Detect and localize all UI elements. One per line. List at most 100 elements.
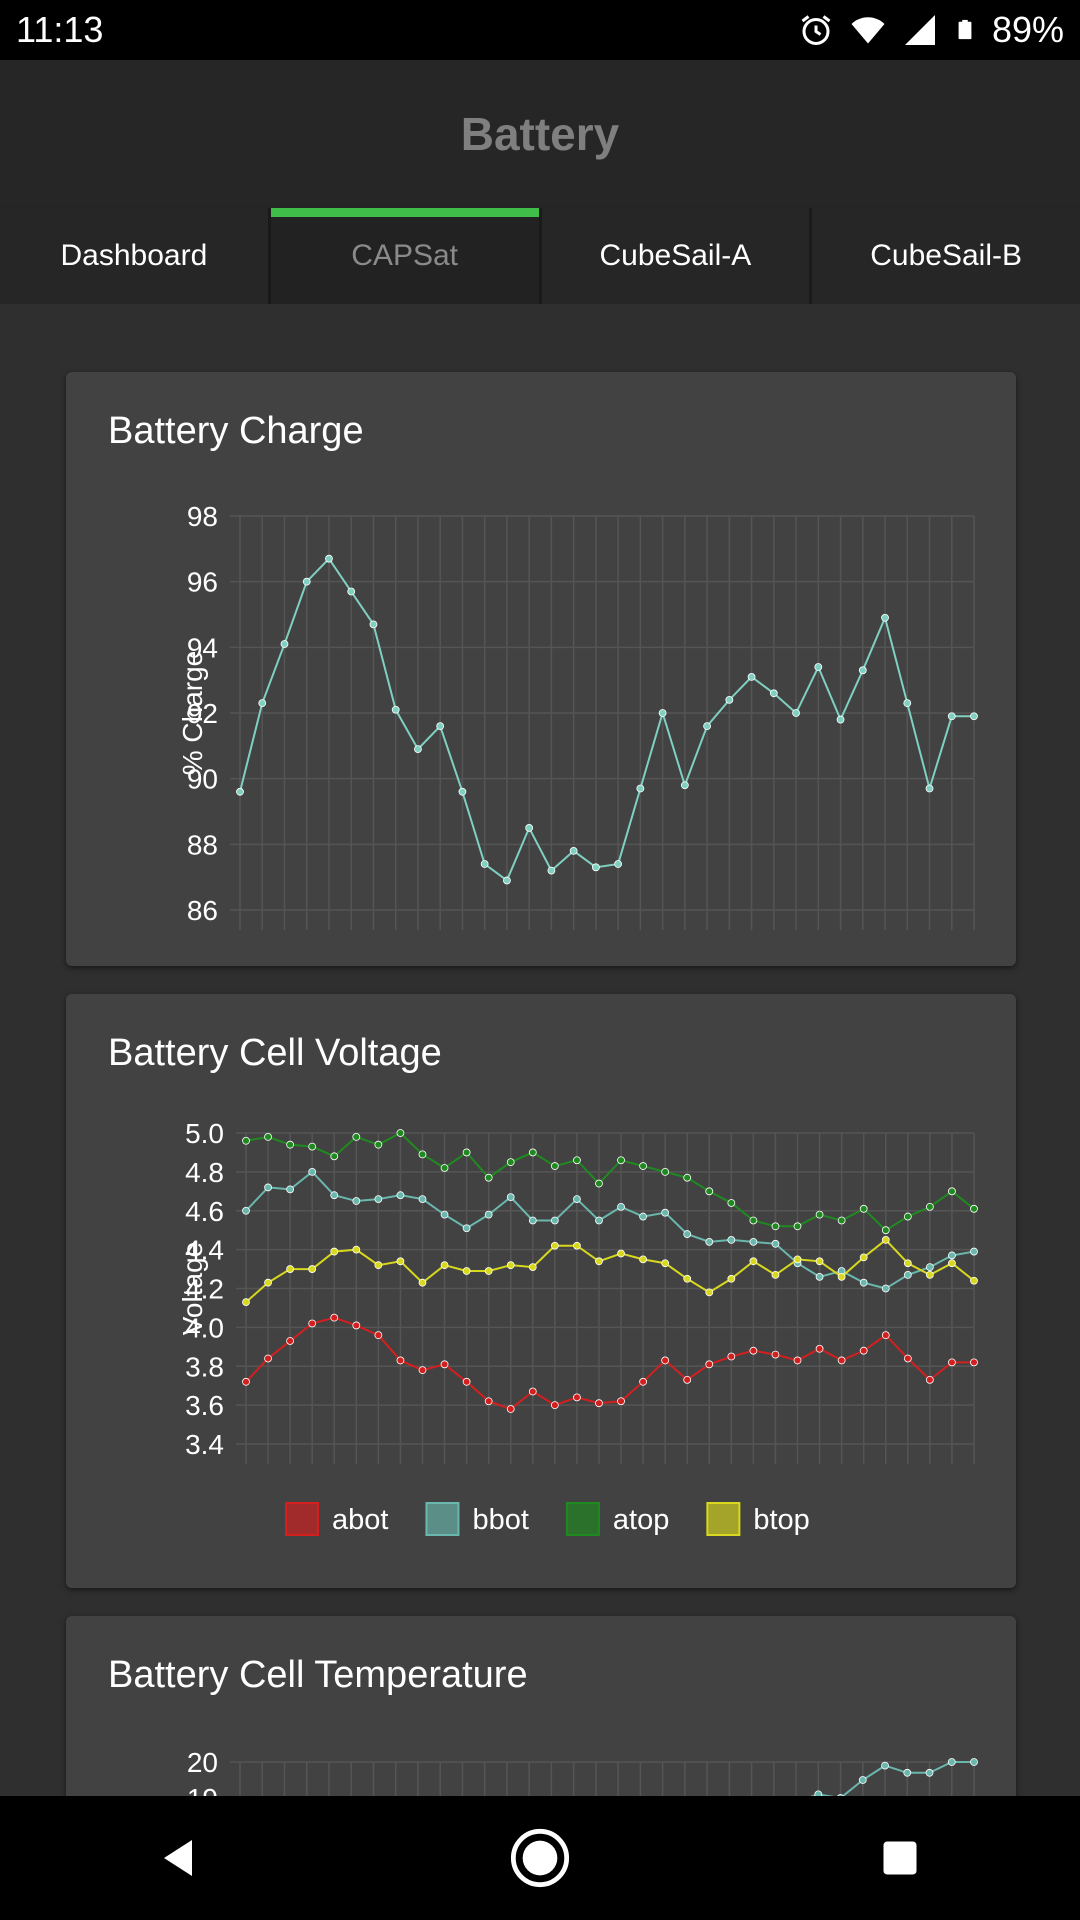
charge-data-point	[747, 672, 756, 681]
tab-label: CAPSat	[351, 239, 458, 272]
charge-data-point	[658, 709, 667, 717]
btop-data-point	[727, 1274, 736, 1283]
charge-data-point	[814, 663, 823, 671]
abot-data-point	[528, 1387, 537, 1396]
btop-data-point	[264, 1278, 272, 1287]
bbot-data-point	[550, 1216, 559, 1225]
abot-data-point	[683, 1375, 692, 1384]
charge-series-line	[239, 557, 974, 883]
bbot-data-point	[947, 1758, 956, 1766]
abot-data-point	[771, 1350, 780, 1359]
charge-data-point	[547, 866, 556, 875]
charge-data-point	[947, 712, 956, 721]
bbot-data-point	[528, 1216, 537, 1225]
bbot-data-point	[749, 1237, 758, 1246]
atop-data-point	[970, 1204, 978, 1213]
charge-data-point	[836, 715, 845, 724]
y-tick-label: 98	[187, 501, 218, 532]
tab-label: Dashboard	[60, 239, 208, 272]
charge-data-point	[302, 577, 311, 586]
btop-data-point	[352, 1245, 361, 1254]
y-tick-label: 96	[187, 567, 218, 598]
y-tick-label: 19	[187, 1783, 218, 1796]
card-title: Battery Cell Temperature	[108, 1654, 528, 1696]
atop-data-point	[528, 1148, 537, 1157]
abot-data-point	[970, 1358, 978, 1367]
bbot-data-point	[595, 1216, 603, 1225]
atop-data-point	[639, 1162, 647, 1170]
charge-data-point	[369, 620, 378, 629]
atop-data-point	[793, 1222, 802, 1231]
charge-data-point	[325, 554, 333, 563]
atop-data-point	[925, 1202, 934, 1211]
tab-capsat[interactable]: CAPSat	[270, 208, 542, 304]
abot-data-point	[925, 1375, 934, 1384]
bbot-data-point	[462, 1224, 471, 1233]
tab-cubesail-b[interactable]: CubeSail-B	[812, 208, 1080, 304]
atop-data-point	[506, 1158, 515, 1167]
y-tick-label: 90	[187, 764, 218, 795]
y-tick-label: 4.4	[185, 1235, 224, 1266]
bbot-data-point	[903, 1270, 912, 1279]
bbot-data-point	[242, 1206, 250, 1215]
content-scroll[interactable]: Battery Charge 98 96 94 92 90 88 86 % Charge Ba…	[0, 304, 1080, 1796]
btop-data-point	[859, 1253, 868, 1262]
charge-data-point	[480, 860, 489, 868]
charge-data-point	[436, 722, 445, 731]
y-tick-label: 3.6	[185, 1390, 224, 1421]
btop-data-point	[573, 1241, 581, 1250]
btop-data-point	[286, 1265, 295, 1273]
bbot-data-point	[374, 1195, 383, 1203]
bbot-data-point	[858, 1776, 867, 1784]
atop-data-point	[881, 1226, 890, 1235]
charge-data-point	[391, 705, 400, 714]
abot-data-point	[661, 1356, 670, 1365]
btop-data-point	[528, 1263, 537, 1272]
btop-data-point	[661, 1259, 670, 1268]
y-tick-label: 92	[187, 698, 218, 729]
battery-charge-card: Battery Charge 98 96 94 92 90 88 86 % Charge	[66, 372, 1016, 966]
btop-data-point	[550, 1241, 559, 1250]
abot-data-point	[903, 1354, 912, 1363]
btop-data-point	[506, 1261, 515, 1270]
abot-data-point	[859, 1346, 868, 1355]
abot-series-line	[245, 1316, 974, 1411]
battery-percent: 89%	[991, 9, 1064, 50]
atop-data-point	[859, 1204, 868, 1213]
abot-data-point	[374, 1331, 383, 1340]
abot-data-point	[352, 1321, 361, 1330]
home-button[interactable]	[480, 1798, 600, 1918]
bbot-data-point	[639, 1212, 647, 1221]
tab-bar: Dashboard CAPSat CubeSail-A CubeSail-B	[0, 208, 1080, 304]
bbot-data-point	[903, 1768, 912, 1777]
home-circle-icon	[510, 1828, 570, 1888]
btop-data-point	[418, 1278, 427, 1287]
legend-label-bbot: bbot	[472, 1504, 528, 1536]
bbot-data-point	[330, 1191, 339, 1200]
atop-data-point	[815, 1210, 824, 1219]
btop-data-point	[925, 1270, 934, 1279]
recents-button[interactable]	[840, 1798, 960, 1918]
tab-dashboard[interactable]: Dashboard	[0, 208, 271, 304]
legend-swatch-btop	[706, 1502, 741, 1536]
abot-data-point	[242, 1377, 250, 1386]
legend-label-abot: abot	[332, 1504, 388, 1536]
atop-data-point	[308, 1142, 317, 1151]
y-tick-label: 4.6	[185, 1196, 224, 1227]
btop-data-point	[881, 1236, 890, 1244]
btop-data-point	[396, 1257, 405, 1266]
page-title: Battery	[460, 108, 620, 160]
atop-data-point	[374, 1140, 383, 1149]
charge-data-point	[858, 666, 867, 675]
btop-data-point	[617, 1249, 625, 1258]
charge-data-point	[347, 587, 356, 596]
charge-data-point	[258, 699, 267, 708]
atop-data-point	[484, 1173, 493, 1182]
tab-label: CubeSail-A	[599, 239, 752, 272]
back-button[interactable]	[120, 1798, 240, 1918]
bbot-data-point	[771, 1239, 780, 1248]
bbot-data-point	[881, 1284, 890, 1293]
tab-cubesail-a[interactable]: CubeSail-A	[541, 208, 813, 304]
abot-data-point	[948, 1358, 956, 1367]
btop-data-point	[771, 1270, 780, 1279]
